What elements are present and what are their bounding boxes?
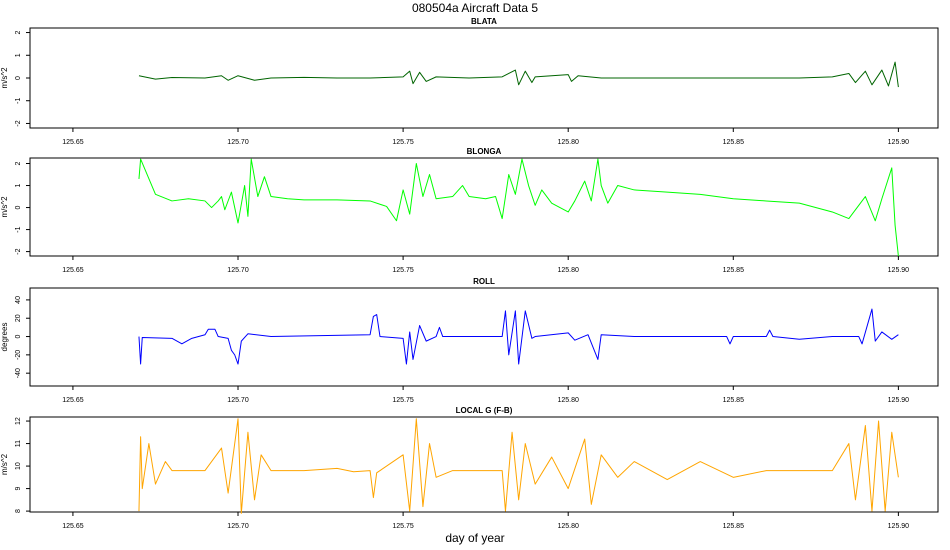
y-tick-label: 9 [15,487,22,491]
panel-title: BLONGA [467,147,502,156]
data-line [138,61,899,88]
x-tick-label: 125.85 [723,139,745,146]
x-tick-label: 125.65 [62,267,84,274]
x-tick-label: 125.75 [392,523,414,530]
x-tick-label: 125.80 [557,523,579,530]
y-tick-label: 1 [15,183,22,187]
y-tick-label: 11 [15,440,22,447]
y-tick-label: 2 [15,161,22,165]
x-tick-label: 125.80 [557,267,579,274]
y-tick-label: 10 [15,462,22,470]
y-tick-label: 12 [15,417,22,425]
y-tick-label: -1 [15,98,22,104]
panel-title: BLATA [471,17,497,26]
x-tick-label: 125.75 [392,139,414,146]
data-line [138,418,899,514]
y-axis-label: m/s^2 [0,67,9,89]
x-tick-label: 125.65 [62,523,84,530]
plot-frame [29,416,939,513]
y-tick-label: -1 [15,226,22,232]
x-tick-label: 125.85 [723,523,745,530]
x-tick-label: 125.70 [227,139,249,146]
y-tick-label: 40 [15,296,22,304]
x-tick-label: 125.90 [888,139,910,146]
y-tick-label: -2 [15,120,22,126]
x-tick-label: 125.90 [888,397,910,404]
x-tick-label: 125.80 [557,397,579,404]
x-tick-label: 125.75 [392,267,414,274]
panel-title: LOCAL G (F-B) [456,406,513,415]
data-line [138,308,899,365]
x-tick-label: 125.85 [723,267,745,274]
data-line [138,158,899,257]
y-tick-label: 1 [15,53,22,57]
x-tick-label: 125.75 [392,397,414,404]
y-tick-label: 20 [15,314,22,322]
y-axis-label: degrees [0,323,9,352]
x-tick-label: 125.70 [227,267,249,274]
page-title: 080504a Aircraft Data 5 [412,1,538,15]
x-tick-label: 125.90 [888,523,910,530]
y-tick-label: 0 [15,206,22,210]
y-axis-label: m/s^2 [0,196,9,218]
y-tick-label: -2 [15,248,22,254]
y-tick-label: 2 [15,30,22,34]
panel-title: ROLL [473,277,495,286]
x-tick-label: 125.90 [888,267,910,274]
plot-frame [29,157,939,257]
x-tick-label: 125.65 [62,397,84,404]
y-tick-label: -40 [15,368,22,378]
y-tick-label: 0 [15,334,22,338]
y-axis-label: m/s^2 [0,453,9,475]
y-tick-label: 8 [15,509,22,513]
x-tick-label: 125.65 [62,139,84,146]
x-tick-label: 125.70 [227,397,249,404]
y-tick-label: 0 [15,76,22,80]
x-axis-label: day of year [445,531,504,545]
x-tick-label: 125.70 [227,523,249,530]
y-tick-label: -20 [15,350,22,360]
x-tick-label: 125.80 [557,139,579,146]
x-tick-label: 125.85 [723,397,745,404]
